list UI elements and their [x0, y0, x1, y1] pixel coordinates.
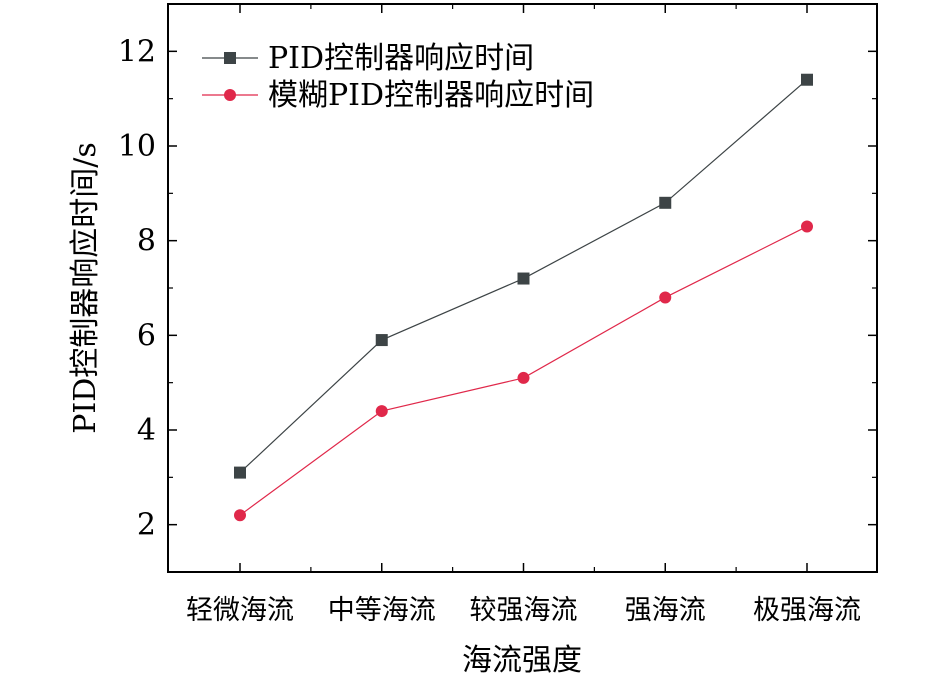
y-tick-label: 10 — [118, 129, 156, 164]
data-point-circle — [375, 405, 388, 418]
x-tick-label: 极强海流 — [753, 595, 861, 626]
data-point-circle — [517, 371, 530, 384]
y-tick-label: 12 — [118, 34, 156, 69]
data-point-square — [801, 73, 813, 86]
y-tick-label: 2 — [137, 508, 156, 543]
y-axis-ticks: 2 4 6 8 10 12 — [118, 34, 877, 543]
x-tick-label: 较强海流 — [470, 595, 578, 626]
legend-label-fuzzy-pid: 模糊PID控制器响应时间 — [268, 78, 594, 113]
series-line-2 — [239, 225, 808, 516]
series-layer — [234, 73, 813, 522]
x-tick-label: 强海流 — [625, 595, 706, 626]
x-axis-ticks: 轻微海流 中等海流 较强海流 强海流 极强海流 — [186, 4, 861, 626]
data-point-circle — [801, 220, 813, 233]
y-tick-label: 4 — [137, 413, 156, 448]
data-point-square — [234, 466, 246, 479]
x-axis-title: 海流强度 — [462, 643, 582, 678]
legend-label-pid: PID控制器响应时间 — [268, 41, 534, 76]
data-point-square — [659, 196, 672, 209]
x-tick-label: 轻微海流 — [186, 595, 294, 626]
legend: PID控制器响应时间 模糊PID控制器响应时间 — [202, 41, 594, 113]
data-point-circle — [659, 291, 672, 304]
x-tick-label: 中等海流 — [328, 595, 436, 626]
y-axis-title: PID控制器响应时间/s — [68, 142, 103, 434]
legend-marker-fuzzy-pid — [224, 89, 236, 101]
y-tick-label: 6 — [137, 318, 156, 353]
y-tick-label: 8 — [137, 224, 156, 259]
data-point-square — [517, 272, 530, 285]
legend-marker-pid — [224, 52, 236, 64]
data-point-square — [375, 334, 388, 347]
data-point-circle — [234, 509, 246, 522]
